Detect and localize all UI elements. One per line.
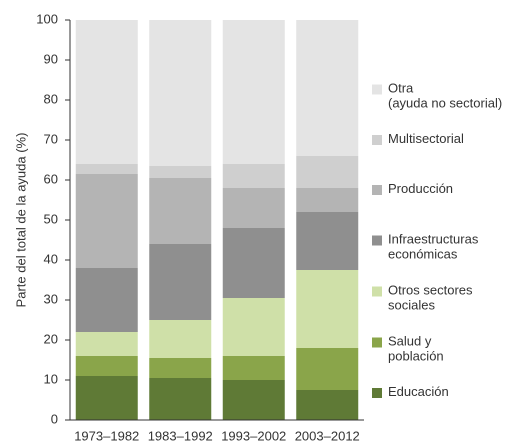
- bar-segment: [296, 270, 359, 348]
- y-tick-label: 50: [44, 211, 58, 226]
- y-tick-label: 100: [36, 11, 58, 26]
- bar-segment: [149, 320, 212, 358]
- y-tick-label: 10: [44, 371, 58, 386]
- y-tick-label: 70: [44, 131, 58, 146]
- bar-segment: [75, 268, 138, 332]
- bar-segment: [75, 332, 138, 356]
- y-tick-label: 40: [44, 251, 58, 266]
- bar-segment: [296, 156, 359, 188]
- bar-segment: [222, 356, 285, 380]
- bar-segment: [296, 188, 359, 212]
- legend-label: Infraestructuras económicas: [388, 232, 479, 262]
- y-tick-label: 90: [44, 51, 58, 66]
- legend-swatch: [372, 286, 382, 297]
- x-tick-label: 1993–2002: [221, 428, 286, 442]
- bar-segment: [296, 20, 359, 156]
- bar-segment: [149, 20, 212, 166]
- bar-segment: [75, 356, 138, 376]
- bar-segment: [296, 212, 359, 270]
- bar-segment: [149, 378, 212, 420]
- bar-segment: [222, 164, 285, 188]
- x-tick-label: 1983–1992: [148, 428, 213, 442]
- bar-segment: [149, 244, 212, 320]
- bar-segment: [149, 178, 212, 244]
- bar-segment: [222, 228, 285, 298]
- y-tick-label: 60: [44, 171, 58, 186]
- bar-segment: [149, 358, 212, 378]
- legend-label: Salud y población: [388, 334, 444, 364]
- y-tick-label: 30: [44, 291, 58, 306]
- legend-swatch: [372, 135, 382, 145]
- legend-swatch: [372, 337, 382, 348]
- bar-segment: [296, 348, 359, 390]
- bar-segment: [222, 188, 285, 228]
- y-tick-label: 0: [51, 411, 58, 426]
- bar-segment: [222, 298, 285, 356]
- bar-segment: [222, 20, 285, 164]
- bar-segment: [149, 166, 212, 178]
- legend-swatch: [372, 185, 382, 195]
- legend-label: Otros sectores sociales: [388, 283, 473, 313]
- bar-segment: [75, 174, 138, 268]
- legend-label: Educación: [388, 384, 449, 399]
- y-axis-label: Parte del total de la ayuda (%): [13, 133, 28, 308]
- legend-swatch: [372, 84, 382, 95]
- bar-segment: [75, 20, 138, 164]
- legend-swatch: [372, 235, 382, 246]
- bar-segment: [75, 164, 138, 174]
- legend-label: Producción: [388, 181, 453, 196]
- y-tick-label: 20: [44, 331, 58, 346]
- x-tick-label: 2003–2012: [295, 428, 360, 442]
- bar-segment: [222, 380, 285, 420]
- legend-swatch: [372, 388, 382, 398]
- y-tick-label: 80: [44, 91, 58, 106]
- bar-segment: [296, 390, 359, 420]
- legend-label: Multisectorial: [388, 131, 464, 146]
- legend-label: Otra (ayuda no sectorial): [388, 81, 502, 111]
- bar-segment: [75, 376, 138, 420]
- x-tick-label: 1973–1982: [74, 428, 139, 442]
